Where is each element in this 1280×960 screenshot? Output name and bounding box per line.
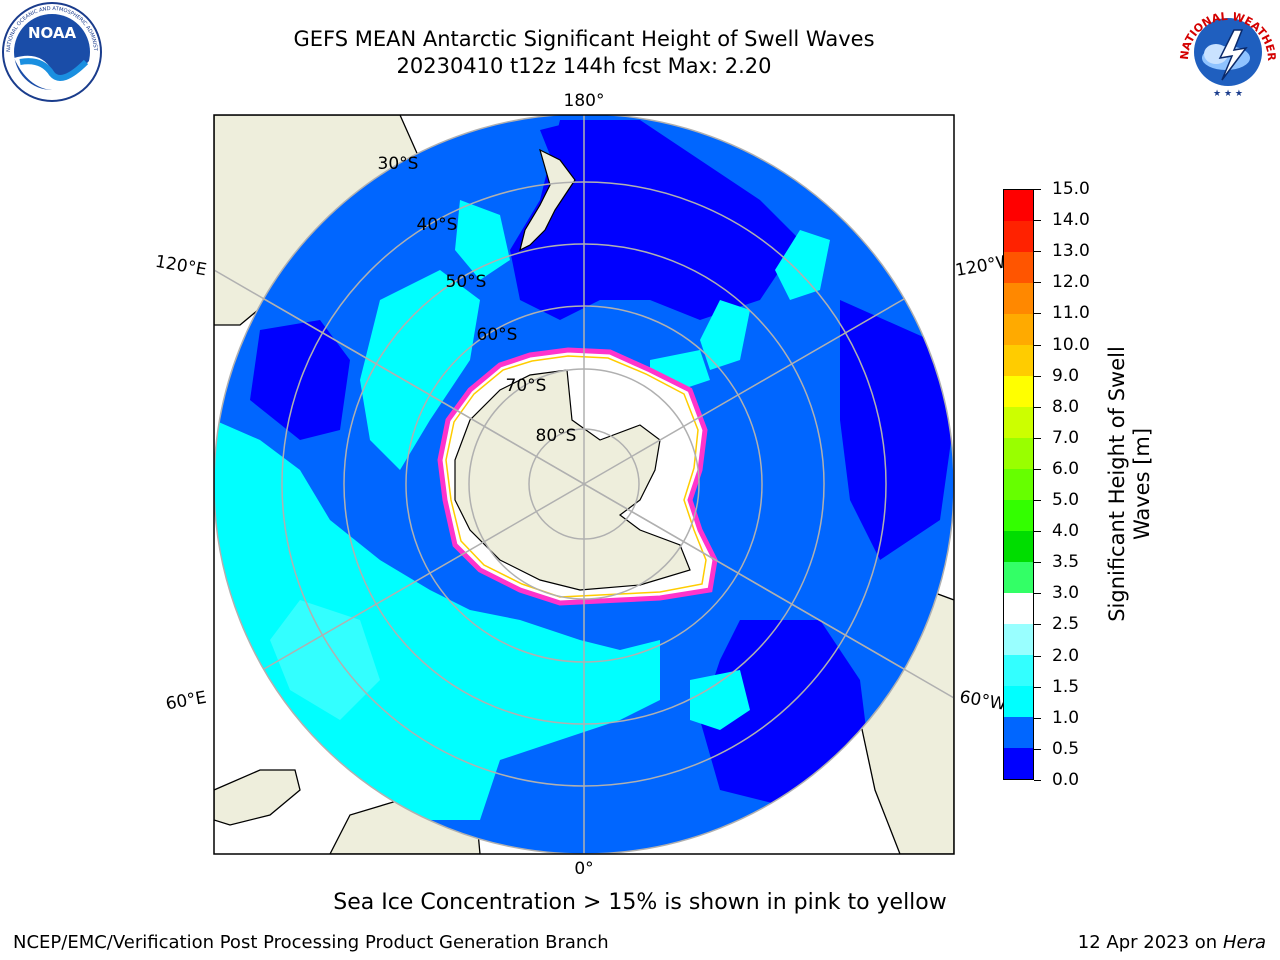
colorbar-tick-label: 2.0	[1052, 646, 1080, 666]
nws-logo: NATIONAL WEATHER SERVICE ★ ★ ★	[1176, 0, 1278, 102]
colorbar-tick-label: 10.0	[1052, 335, 1090, 355]
colorbar-tick-mark	[1034, 407, 1041, 408]
lon-label-180: 180°	[564, 91, 605, 111]
colorbar-tick-label: 13.0	[1052, 241, 1090, 261]
colorbar-segment	[1004, 438, 1033, 469]
colorbar-tick-mark	[1034, 687, 1041, 688]
madagascar-landmass	[214, 769, 301, 826]
noaa-logo-text: NOAA	[28, 24, 77, 42]
colorbar-segment	[1004, 717, 1033, 748]
colorbar-tick-mark	[1034, 189, 1041, 190]
colorbar-segment	[1004, 748, 1033, 779]
colorbar-tick-mark	[1034, 220, 1041, 221]
map-frame	[213, 114, 955, 855]
colorbar-segment	[1004, 500, 1033, 531]
svg-text:★ ★ ★: ★ ★ ★	[1213, 89, 1243, 99]
colorbar-tick-mark	[1034, 282, 1041, 283]
colorbar-segment	[1004, 376, 1033, 407]
colorbar	[1003, 189, 1034, 780]
lat-label-80s: 80°S	[536, 426, 577, 446]
colorbar-tick-mark	[1034, 624, 1041, 625]
colorbar-tick-label: 0.0	[1052, 770, 1080, 790]
colorbar-tick-label: 9.0	[1052, 366, 1080, 386]
new-zealand-landmass	[519, 148, 576, 252]
lat-label-50s: 50°S	[446, 272, 487, 292]
colorbar-segment	[1004, 469, 1033, 500]
colorbar-segment	[1004, 407, 1033, 438]
colorbar-tick-mark	[1034, 656, 1041, 657]
colorbar-tick-label: 5.0	[1052, 490, 1080, 510]
graticule	[214, 115, 954, 854]
colorbar-segment	[1004, 221, 1033, 252]
lon-label-60e: 60°E	[164, 688, 208, 715]
antarctica-landmass	[454, 369, 691, 591]
noaa-logo: NOAA NATIONAL OCEANIC AND ATMOSPHERIC AD…	[0, 0, 102, 102]
colorbar-segment	[1004, 283, 1033, 314]
colorbar-tick-label: 3.5	[1052, 552, 1080, 572]
lat-label-60s: 60°S	[477, 325, 518, 345]
footer-date-text: 12 Apr 2023 on	[1077, 932, 1223, 953]
chart-subtitle: 20230410 t12z 144h fcst Max: 2.20	[396, 54, 772, 78]
colorbar-label: Significant Height of Swell Waves [m]	[1105, 346, 1155, 622]
footer-credit: NCEP/EMC/Verification Post Processing Pr…	[13, 932, 609, 953]
colorbar-segment	[1004, 531, 1033, 562]
colorbar-tick-mark	[1034, 718, 1041, 719]
colorbar-tick-mark	[1034, 345, 1041, 346]
colorbar-tick-label: 2.5	[1052, 614, 1080, 634]
colorbar-segment	[1004, 345, 1033, 376]
colorbar-segment	[1004, 252, 1033, 283]
chart-title: GEFS MEAN Antarctic Significant Height o…	[293, 27, 875, 51]
colorbar-segment	[1004, 686, 1033, 717]
colorbar-tick-label: 8.0	[1052, 397, 1080, 417]
lat-label-30s: 30°S	[378, 154, 419, 174]
colorbar-tick-mark	[1034, 469, 1041, 470]
colorbar-tick-label: 15.0	[1052, 179, 1090, 199]
colorbar-tick-mark	[1034, 749, 1041, 750]
colorbar-segment	[1004, 562, 1033, 593]
colorbar-tick-label: 11.0	[1052, 303, 1090, 323]
colorbar-tick-label: 1.0	[1052, 708, 1080, 728]
colorbar-tick-mark	[1034, 500, 1041, 501]
lat-label-70s: 70°S	[506, 376, 547, 396]
colorbar-tick-label: 0.5	[1052, 739, 1080, 759]
colorbar-tick-mark	[1034, 780, 1041, 781]
colorbar-segment	[1004, 593, 1033, 624]
colorbar-tick-label: 4.0	[1052, 521, 1080, 541]
lon-label-120e: 120°E	[154, 252, 208, 281]
colorbar-tick-label: 7.0	[1052, 428, 1080, 448]
colorbar-tick-mark	[1034, 376, 1041, 377]
lon-label-0: 0°	[574, 859, 593, 879]
colorbar-segment	[1004, 624, 1033, 655]
colorbar-segment	[1004, 655, 1033, 686]
lon-label-60w: 60°W	[958, 687, 1008, 715]
colorbar-tick-mark	[1034, 438, 1041, 439]
colorbar-tick-label: 14.0	[1052, 210, 1090, 230]
colorbar-segment	[1004, 314, 1033, 345]
colorbar-tick-mark	[1034, 313, 1041, 314]
colorbar-tick-mark	[1034, 251, 1041, 252]
footer-date: 12 Apr 2023 on Hera	[1078, 932, 1266, 953]
colorbar-tick-label: 12.0	[1052, 272, 1090, 292]
colorbar-tick-mark	[1034, 531, 1041, 532]
colorbar-tick-label: 1.5	[1052, 677, 1080, 697]
colorbar-label-line1: Significant Height of Swell	[1105, 346, 1129, 622]
sea-ice-note: Sea Ice Concentration > 15% is shown in …	[333, 890, 947, 915]
colorbar-tick-label: 3.0	[1052, 583, 1080, 603]
colorbar-segment	[1004, 190, 1033, 221]
footer-host: Hera	[1222, 932, 1266, 953]
colorbar-tick-mark	[1034, 593, 1041, 594]
colorbar-tick-mark	[1034, 562, 1041, 563]
colorbar-tick-label: 6.0	[1052, 459, 1080, 479]
colorbar-label-line2: Waves [m]	[1130, 427, 1154, 541]
lat-label-40s: 40°S	[417, 215, 458, 235]
